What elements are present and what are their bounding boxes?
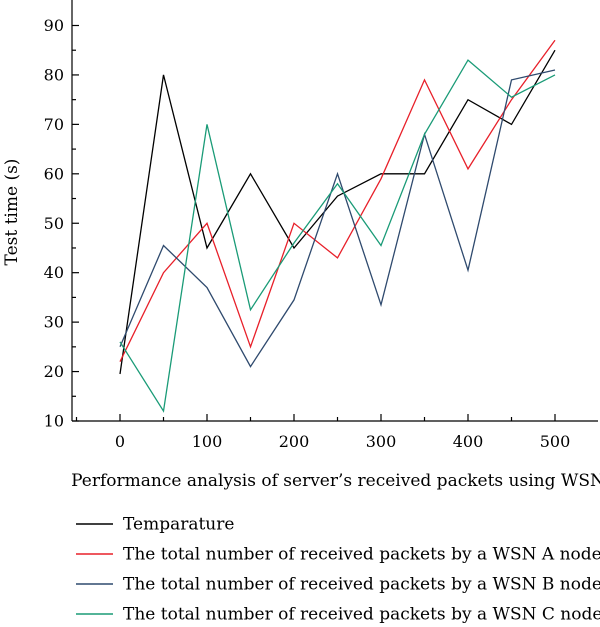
legend-label: Temparature — [123, 515, 234, 535]
x-tick-label: 300 — [366, 432, 397, 451]
series-lines — [119, 39, 556, 413]
series-line-2 — [119, 39, 556, 362]
y-tick-label: 40 — [44, 263, 64, 282]
x-tick-label: 100 — [192, 432, 223, 451]
y-tick-label: 10 — [44, 412, 64, 431]
y-axis-title: Test time (s) — [2, 159, 22, 266]
y-axis-ticks: 10 20 30 40 50 60 70 80 90 — [44, 16, 79, 431]
y-tick-label: 50 — [44, 214, 64, 233]
x-axis-title: Performance analysis of server’s receive… — [71, 471, 600, 491]
legend-label: The total number of received packets by … — [123, 575, 600, 595]
y-tick-label: 60 — [44, 164, 64, 183]
y-tick-label: 30 — [44, 313, 64, 332]
x-tick-label: 0 — [115, 432, 125, 451]
legend-label: The total number of received packets by … — [123, 605, 600, 625]
y-tick-label: 70 — [44, 115, 64, 134]
chart-axes — [71, 0, 598, 422]
y-tick-label: 90 — [44, 16, 64, 35]
y-tick-label: 80 — [44, 65, 64, 84]
y-tick-label: 20 — [44, 362, 64, 381]
legend: Temparature The total number of received … — [76, 515, 600, 625]
x-tick-label: 200 — [279, 432, 310, 451]
x-tick-label: 400 — [453, 432, 484, 451]
series-line-3 — [119, 69, 556, 368]
series-line-1 — [119, 49, 556, 375]
x-axis-ticks: 0 100 200 300 400 500 — [75, 414, 571, 451]
legend-label: The total number of received packets by … — [123, 545, 600, 565]
x-tick-label: 500 — [540, 432, 571, 451]
series-line-4 — [119, 59, 556, 413]
